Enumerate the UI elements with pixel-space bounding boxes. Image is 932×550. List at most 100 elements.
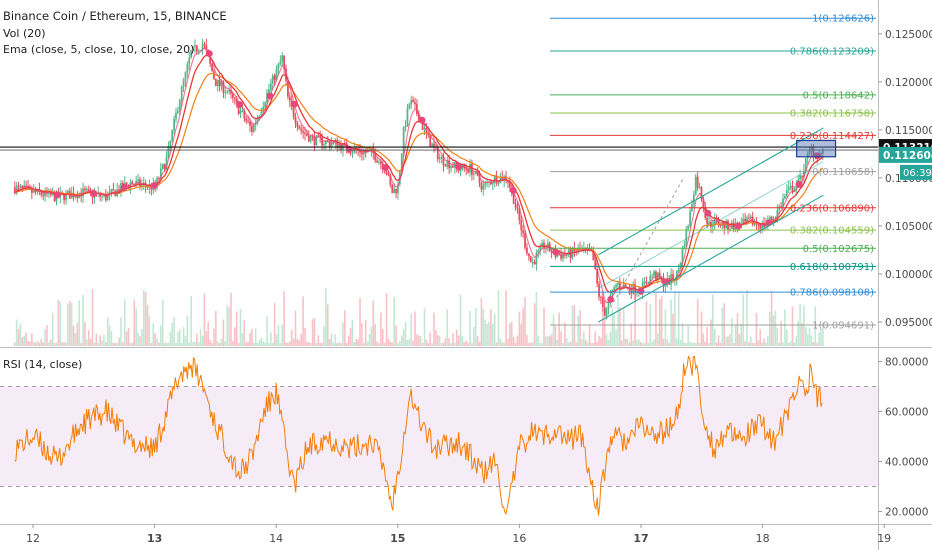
volume-bar	[619, 307, 621, 346]
volume-bar	[461, 336, 464, 346]
ema-10-line	[14, 54, 824, 294]
volume-bar	[167, 342, 170, 346]
candle-body	[785, 190, 788, 196]
candle-body	[539, 245, 542, 250]
candle-body	[765, 224, 767, 228]
volume-bar	[264, 342, 266, 346]
volume-bar	[789, 341, 792, 346]
volume-bar	[469, 311, 471, 346]
volume-bar	[442, 342, 445, 346]
candle-body	[247, 120, 249, 122]
candle-body	[776, 210, 779, 219]
volume-bar	[103, 334, 105, 346]
volume-bar	[345, 343, 348, 346]
candle-body	[173, 119, 176, 131]
volume-bar	[148, 316, 151, 346]
volume-bar	[550, 334, 553, 346]
candle-body	[491, 182, 494, 185]
volume-bar	[25, 332, 27, 346]
volume-bar	[440, 342, 443, 346]
volume-bar	[791, 306, 794, 346]
channel-upper-line[interactable]	[598, 127, 824, 256]
candle-body	[159, 168, 162, 179]
volume-bar	[590, 342, 593, 346]
candle-body	[218, 79, 221, 87]
volume-bar	[139, 336, 141, 346]
volume-bar	[495, 342, 498, 346]
volume-bar	[556, 339, 559, 346]
candle-body	[685, 228, 688, 246]
candle-body	[146, 186, 149, 188]
volume-bar	[199, 329, 202, 346]
volume-bar	[499, 338, 502, 346]
volume-bar	[418, 335, 420, 346]
volume-bar	[484, 319, 487, 346]
volume-bar	[160, 325, 162, 346]
time-tick-label: 17	[633, 532, 648, 545]
candle-body	[300, 128, 303, 132]
volume-bar	[573, 305, 576, 346]
volume-bar	[215, 310, 217, 346]
volume-bar	[658, 299, 661, 346]
volume-bar	[509, 323, 511, 346]
volume-bar	[488, 321, 490, 346]
rsi-pane[interactable]	[0, 355, 878, 516]
fib-level-label: 0.236(0.106890)	[790, 203, 874, 214]
candle-body	[711, 225, 714, 227]
volume-bar	[740, 324, 743, 346]
price-pane[interactable]: 1(0.126626) 0.786(0.123209) 0.5(0.118642) 0…	[0, 14, 878, 346]
volume-bar	[232, 341, 234, 346]
candle-body	[235, 99, 238, 103]
rsi-tick-label: 80.0000	[885, 357, 928, 369]
volume-bar	[457, 335, 460, 346]
volume-bar	[158, 342, 160, 346]
candle-body	[40, 191, 43, 195]
volume-bar	[708, 342, 710, 346]
last-price-tag[interactable]	[879, 146, 932, 163]
candle-body	[321, 137, 323, 146]
candle-body	[32, 190, 35, 193]
volume-bar	[169, 331, 172, 346]
indicator-vol-label[interactable]: Vol (20)	[3, 27, 46, 40]
candle-body	[182, 80, 185, 87]
volume-bar	[344, 310, 346, 346]
candle-body	[330, 143, 333, 147]
candle-body	[195, 45, 198, 52]
candle-body	[560, 254, 562, 259]
candle-body	[167, 146, 170, 158]
candle-body	[821, 149, 824, 154]
candle-body	[757, 224, 760, 226]
candle-body	[184, 71, 187, 81]
candle-body	[448, 160, 451, 169]
candle-body	[402, 127, 405, 154]
indicator-rsi-label[interactable]: RSI (14, close)	[3, 358, 82, 371]
candle-body	[258, 115, 261, 118]
candle-body	[482, 185, 485, 190]
volume-bar	[321, 342, 323, 346]
volume-bar	[522, 307, 524, 346]
candle-body	[529, 256, 532, 263]
candle-body	[176, 110, 179, 113]
volume-bar	[55, 342, 58, 346]
candle-body	[269, 83, 272, 90]
indicator-ema-label[interactable]: Ema (close, 5, close, 10, close, 20)	[3, 43, 194, 56]
volume-bar	[539, 342, 542, 346]
volume-bar	[674, 290, 676, 346]
volume-bar	[243, 319, 246, 346]
volume-bar	[146, 305, 149, 346]
volume-bar	[270, 332, 272, 346]
candle-body	[789, 186, 792, 188]
candle-body	[683, 245, 686, 249]
channel-lower-line[interactable]	[598, 194, 824, 323]
candle-body	[228, 89, 231, 92]
last-price-value: 0.112604	[883, 150, 932, 162]
volume-bar	[565, 338, 568, 346]
candle-body	[452, 166, 454, 168]
volume-bar	[687, 325, 689, 346]
candle-body	[423, 127, 426, 130]
volume-bar	[393, 297, 395, 346]
volume-bar	[435, 329, 437, 346]
highlight-box[interactable]	[796, 139, 837, 158]
candle-body	[505, 176, 507, 181]
